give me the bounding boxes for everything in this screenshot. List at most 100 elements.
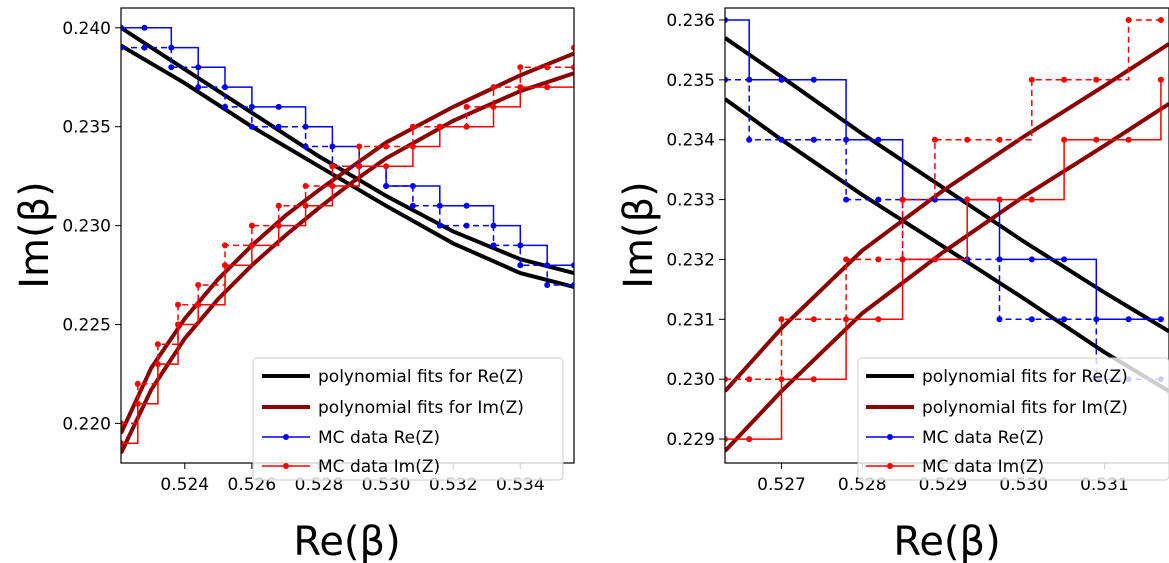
data-point-right-6-11 (1061, 136, 1068, 143)
y-tick-label-left-3: 0.235 (62, 118, 111, 138)
data-point-right-6-6 (899, 256, 906, 263)
legend-box-right (857, 357, 1169, 481)
data-point-right-4-5 (875, 136, 882, 143)
data-point-left-6-12 (409, 143, 416, 150)
legend-marker-mc-im-right (887, 463, 893, 469)
data-point-left-4-1 (141, 24, 148, 31)
data-point-right-5-9 (996, 316, 1003, 323)
data-point-right-5-4 (843, 196, 850, 203)
legend-label-mc-im-right: MC data Im(Z) (922, 457, 1044, 477)
data-point-left-6-2 (154, 361, 161, 368)
data-point-left-7-5 (222, 242, 228, 249)
data-point-left-7-4 (195, 282, 202, 288)
series-line-right-5 (725, 79, 1161, 380)
data-point-left-7-17 (544, 64, 551, 71)
data-point-left-7-13 (436, 123, 443, 130)
x-tick-label-right-0: 0.527 (757, 475, 806, 495)
data-point-right-5-3 (810, 136, 817, 143)
data-point-left-5-7 (302, 143, 309, 150)
legend-label-poly-re-right: polynomial fits for Re(Z) (922, 367, 1128, 387)
y-tick-label-left-1: 0.225 (62, 316, 111, 336)
y-tick-label-right-0: 0.229 (666, 430, 715, 450)
y-tick-label-right-3: 0.232 (666, 250, 715, 270)
data-point-left-6-11 (383, 163, 390, 170)
data-point-right-7-1 (746, 376, 753, 383)
y-tick-label-left-2: 0.230 (62, 217, 111, 237)
data-point-right-6-10 (1028, 196, 1035, 203)
legend-box-left (252, 357, 564, 481)
data-point-left-6-1 (134, 400, 141, 407)
data-point-right-6-8 (964, 196, 971, 203)
data-point-left-7-15 (490, 84, 497, 91)
data-point-left-7-9 (329, 163, 336, 170)
plot-area-right (725, 17, 1169, 453)
y-tick-label-left-4: 0.240 (62, 19, 111, 39)
data-point-left-5-1 (141, 44, 148, 51)
series-line-left-0 (121, 26, 574, 276)
data-point-left-7-1 (134, 380, 141, 387)
chart-left: 0.524 0.526 0.528 0.530 0.532 0.534 0.2200.22… (12, 7, 575, 563)
x-tick-label-left-0: 0.524 (160, 475, 209, 495)
data-point-right-6-13 (1125, 136, 1132, 143)
legend-marker-mc-im (283, 463, 289, 469)
data-point-left-5-2 (168, 64, 175, 71)
data-point-left-4-0 (121, 24, 124, 31)
series-line-left-4 (121, 27, 574, 266)
data-point-right-5-2 (778, 136, 785, 143)
data-point-left-7-0 (121, 420, 124, 427)
y-tick-label-left-0: 0.220 (62, 414, 111, 434)
x-axis-label-left: Re(β) (293, 519, 400, 563)
data-point-right-7-8 (964, 136, 971, 143)
data-point-right-4-0 (725, 17, 728, 23)
data-point-left-4-6 (275, 103, 282, 110)
data-point-right-6-7 (931, 256, 938, 263)
data-point-right-4-14 (1157, 316, 1164, 323)
data-point-right-4-13 (1125, 316, 1132, 323)
data-point-right-7-11 (1061, 76, 1068, 83)
chart-right: 0.527 0.528 0.529 0.530 0.531 0.2290.2300.23… (616, 7, 1169, 563)
data-point-right-7-7 (931, 136, 938, 143)
data-point-right-6-12 (1093, 136, 1100, 143)
series-group-right (725, 17, 1169, 453)
data-point-left-7-8 (302, 183, 309, 189)
series-line-right-0 (725, 36, 1169, 334)
series-line-left-3 (121, 71, 574, 454)
data-point-right-7-12 (1093, 76, 1100, 83)
y-axis-left: 0.220 0.225 0.230 0.235 0.240 (62, 19, 121, 434)
data-point-left-5-6 (275, 123, 282, 130)
data-point-right-6-1 (746, 436, 753, 443)
legend-label-poly-re: polynomial fits for Re(Z) (318, 367, 524, 387)
data-point-right-5-5 (875, 196, 882, 203)
series-line-right-2 (725, 42, 1169, 393)
data-point-right-5-11 (1061, 316, 1068, 323)
data-point-right-7-4 (843, 256, 850, 263)
data-point-right-7-6 (899, 196, 906, 203)
data-point-left-5-14 (490, 242, 497, 249)
y-axis-right: 0.229 0.230 0.231 0.232 0.233 0.234 0.235 0.236 (666, 11, 725, 450)
data-point-left-5-12 (436, 222, 443, 229)
data-point-left-4-12 (436, 202, 443, 209)
data-point-right-7-9 (996, 136, 1003, 143)
data-point-left-5-0 (121, 44, 124, 51)
data-point-left-5-16 (544, 282, 551, 288)
legend-left: polynomial fits for Re(Z) polynomial fit… (252, 357, 564, 481)
data-point-right-6-2 (778, 376, 785, 383)
data-point-left-5-17 (571, 282, 574, 288)
data-point-left-7-6 (248, 222, 255, 229)
data-point-right-5-10 (1028, 316, 1035, 323)
data-point-right-6-3 (810, 376, 817, 383)
data-point-right-7-0 (725, 376, 728, 383)
data-point-left-6-9 (329, 183, 336, 189)
legend-label-mc-re-right: MC data Re(Z) (922, 428, 1044, 448)
series-line-right-1 (725, 97, 1169, 393)
series-group-left (121, 24, 574, 454)
data-point-left-4-17 (571, 262, 574, 269)
data-point-right-6-5 (875, 316, 882, 323)
legend-right: polynomial fits for Re(Z) polynomial fit… (857, 357, 1169, 481)
y-tick-label-right-5: 0.234 (666, 131, 715, 151)
data-point-left-5-15 (517, 262, 524, 269)
data-point-right-7-13 (1125, 17, 1132, 23)
data-point-right-7-5 (875, 256, 882, 263)
data-point-right-4-3 (810, 76, 817, 83)
